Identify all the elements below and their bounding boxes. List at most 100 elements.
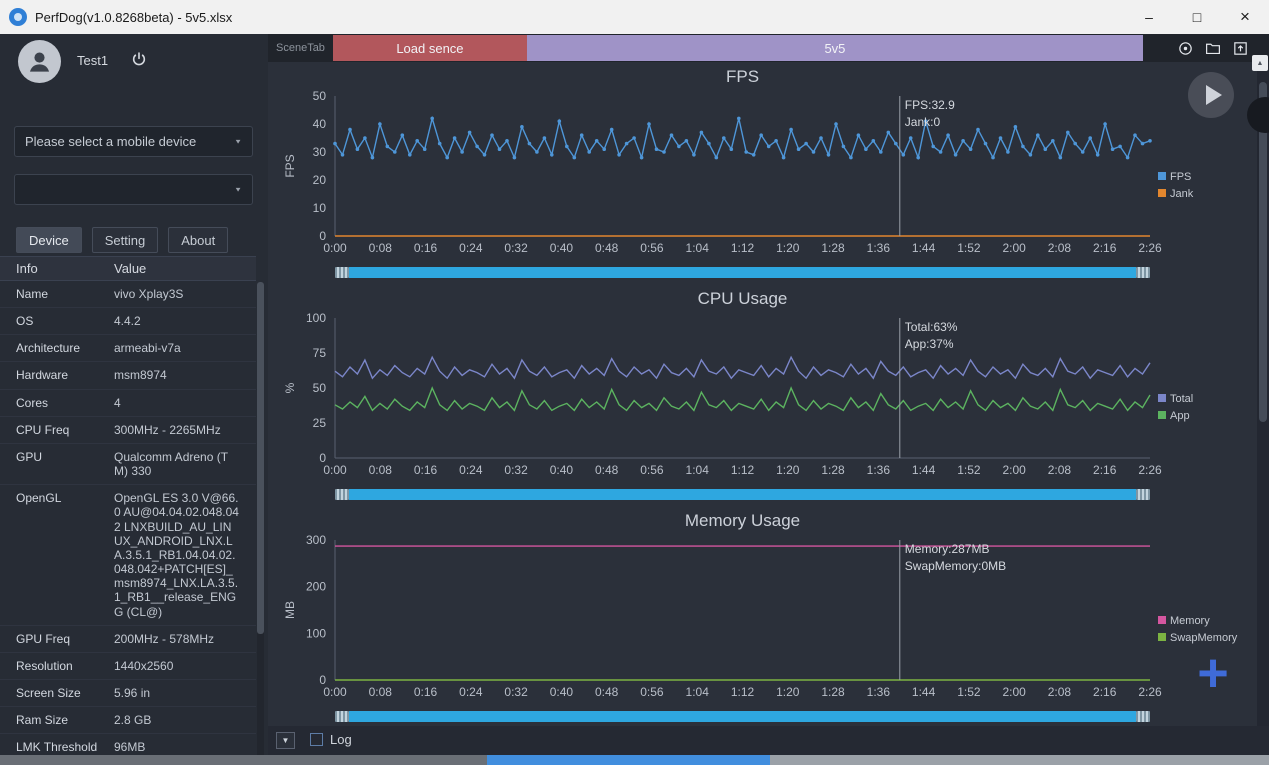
- svg-text:1:04: 1:04: [686, 463, 710, 477]
- scrollbar-thumb[interactable]: [349, 267, 1136, 278]
- value-cell: 4.4.2: [114, 314, 141, 329]
- charts-area: FPS FPS 0 10 20 30 40 50 FPS:32.9 Jank:0 FPS Jank 0:…: [268, 62, 1257, 726]
- log-checkbox[interactable]: [310, 733, 323, 746]
- scrollbar-left-handle[interactable]: [335, 267, 349, 278]
- svg-text:0:24: 0:24: [459, 685, 483, 699]
- svg-text:0:00: 0:00: [323, 685, 347, 699]
- vertical-scrollbar-thumb[interactable]: [1259, 82, 1267, 422]
- svg-text:0:16: 0:16: [414, 685, 438, 699]
- floating-button-partial[interactable]: [1247, 97, 1269, 133]
- svg-text:0:48: 0:48: [595, 685, 619, 699]
- scene-button-load-sence[interactable]: Load sence: [332, 35, 527, 61]
- svg-text:Jank: Jank: [1170, 188, 1194, 200]
- svg-text:0:08: 0:08: [369, 463, 393, 477]
- process-select[interactable]: ▼: [14, 174, 253, 205]
- device-select-value: Please select a mobile device: [25, 134, 197, 149]
- titlebar: PerfDog(v1.0.8268beta) - 5v5.xlsx – □ ×: [0, 0, 1269, 34]
- svg-text:0:40: 0:40: [550, 241, 574, 255]
- svg-text:2:16: 2:16: [1093, 463, 1117, 477]
- horizontal-scrollbar-thumb[interactable]: [487, 755, 770, 765]
- sidebar: Test1 Please select a mobile device ▼ ▼ …: [0, 34, 268, 765]
- svg-text:0:56: 0:56: [640, 241, 664, 255]
- svg-text:0:16: 0:16: [414, 241, 438, 255]
- value-cell: 96MB: [114, 740, 146, 755]
- chart-cpu-usage: CPU Usage% 0 25 50 75 100 Total:63% App:37% Tota…: [268, 288, 1257, 500]
- scrollbar-right-handle[interactable]: [1136, 711, 1150, 722]
- scrollbar-thumb[interactable]: [349, 489, 1136, 500]
- svg-text:2:08: 2:08: [1048, 241, 1072, 255]
- scrollbar-thumb[interactable]: [349, 711, 1136, 722]
- svg-text:0:40: 0:40: [550, 685, 574, 699]
- folder-icon[interactable]: [1204, 40, 1222, 57]
- svg-text:Jank:0: Jank:0: [905, 115, 941, 129]
- svg-text:%: %: [283, 382, 297, 393]
- tab-device[interactable]: Device: [16, 227, 82, 253]
- chart-canvas: MB 0 100 200 300 Memory:287MB SwapMemory:0MB Me…: [283, 533, 1238, 699]
- svg-text:100: 100: [306, 626, 326, 640]
- table-row: Name vivo Xplay3S: [0, 281, 256, 309]
- chart-title: Memory Usage: [684, 511, 801, 530]
- svg-text:300: 300: [306, 533, 326, 547]
- play-button[interactable]: [1188, 72, 1234, 118]
- svg-text:1:44: 1:44: [912, 463, 936, 477]
- tab-about[interactable]: About: [168, 227, 229, 253]
- chart-title: FPS: [725, 67, 760, 86]
- svg-text:0: 0: [319, 229, 326, 243]
- close-button[interactable]: ×: [1240, 7, 1250, 26]
- maximize-button[interactable]: □: [1192, 9, 1202, 25]
- svg-text:0: 0: [319, 673, 326, 687]
- scrollbar-left-handle[interactable]: [335, 489, 349, 500]
- svg-text:App:37%: App:37%: [905, 337, 954, 351]
- tab-setting[interactable]: Setting: [91, 227, 159, 253]
- chart-memory-usage: Memory Usage MB 0 100 200 300 Memory:287MB Swap…: [268, 510, 1257, 722]
- scrollbar-right-handle[interactable]: [1136, 267, 1150, 278]
- svg-text:0:48: 0:48: [595, 241, 619, 255]
- expand-button[interactable]: ▼: [276, 732, 295, 749]
- svg-text:30: 30: [313, 145, 327, 159]
- value-cell: armeabi-v7a: [114, 341, 181, 356]
- location-icon[interactable]: [1177, 40, 1194, 57]
- svg-text:FPS: FPS: [1170, 171, 1191, 183]
- svg-text:0:24: 0:24: [459, 241, 483, 255]
- power-icon[interactable]: [131, 51, 147, 67]
- svg-text:0: 0: [319, 451, 326, 465]
- avatar[interactable]: [18, 40, 61, 83]
- sidebar-scrollbar-thumb[interactable]: [257, 282, 264, 634]
- value-cell: 1440x2560: [114, 658, 174, 673]
- svg-text:50: 50: [313, 381, 327, 395]
- chart-title: CPU Usage: [697, 289, 788, 308]
- svg-text:0:00: 0:00: [323, 463, 347, 477]
- chart-time-scrollbar[interactable]: [335, 489, 1150, 500]
- table-row: GPU Freq 200MHz - 578MHz: [0, 626, 256, 653]
- svg-text:50: 50: [313, 89, 327, 103]
- minimize-button[interactable]: –: [1145, 9, 1153, 25]
- info-cell: Resolution: [16, 658, 73, 673]
- chart-time-scrollbar[interactable]: [335, 711, 1150, 722]
- svg-text:2:00: 2:00: [1002, 685, 1026, 699]
- device-select[interactable]: Please select a mobile device ▼: [14, 126, 253, 157]
- horizontal-scrollbar[interactable]: [0, 755, 1269, 765]
- svg-text:1:12: 1:12: [731, 463, 755, 477]
- chart-fps: FPS FPS 0 10 20 30 40 50 FPS:32.9 Jank:0 FPS Jank 0:…: [268, 66, 1257, 278]
- info-cell: Cores: [16, 395, 49, 410]
- bottom-bar: ▼ Log: [268, 726, 1269, 755]
- play-icon: [1206, 85, 1222, 105]
- vertical-scrollbar[interactable]: [1257, 62, 1269, 726]
- svg-text:0:08: 0:08: [369, 685, 393, 699]
- value-header-cell: Value: [114, 261, 147, 276]
- add-button[interactable]: +: [1197, 643, 1229, 703]
- info-cell: Hardware: [16, 368, 69, 383]
- svg-text:MB: MB: [283, 601, 297, 619]
- svg-text:1:04: 1:04: [686, 685, 710, 699]
- chart-time-scrollbar[interactable]: [335, 267, 1150, 278]
- scrollbar-right-handle[interactable]: [1136, 489, 1150, 500]
- export-icon[interactable]: [1232, 40, 1249, 57]
- window-title: PerfDog(v1.0.8268beta) - 5v5.xlsx: [35, 9, 233, 25]
- table-row: CPU Freq 300MHz - 2265MHz: [0, 417, 256, 444]
- svg-text:FPS: FPS: [283, 154, 297, 177]
- scene-button-5v5[interactable]: 5v5: [526, 35, 1143, 61]
- sidebar-scrollbar[interactable]: [257, 282, 264, 760]
- svg-text:1:52: 1:52: [957, 463, 981, 477]
- scrollbar-left-handle[interactable]: [335, 711, 349, 722]
- scroll-up-icon[interactable]: ▲: [1252, 55, 1268, 71]
